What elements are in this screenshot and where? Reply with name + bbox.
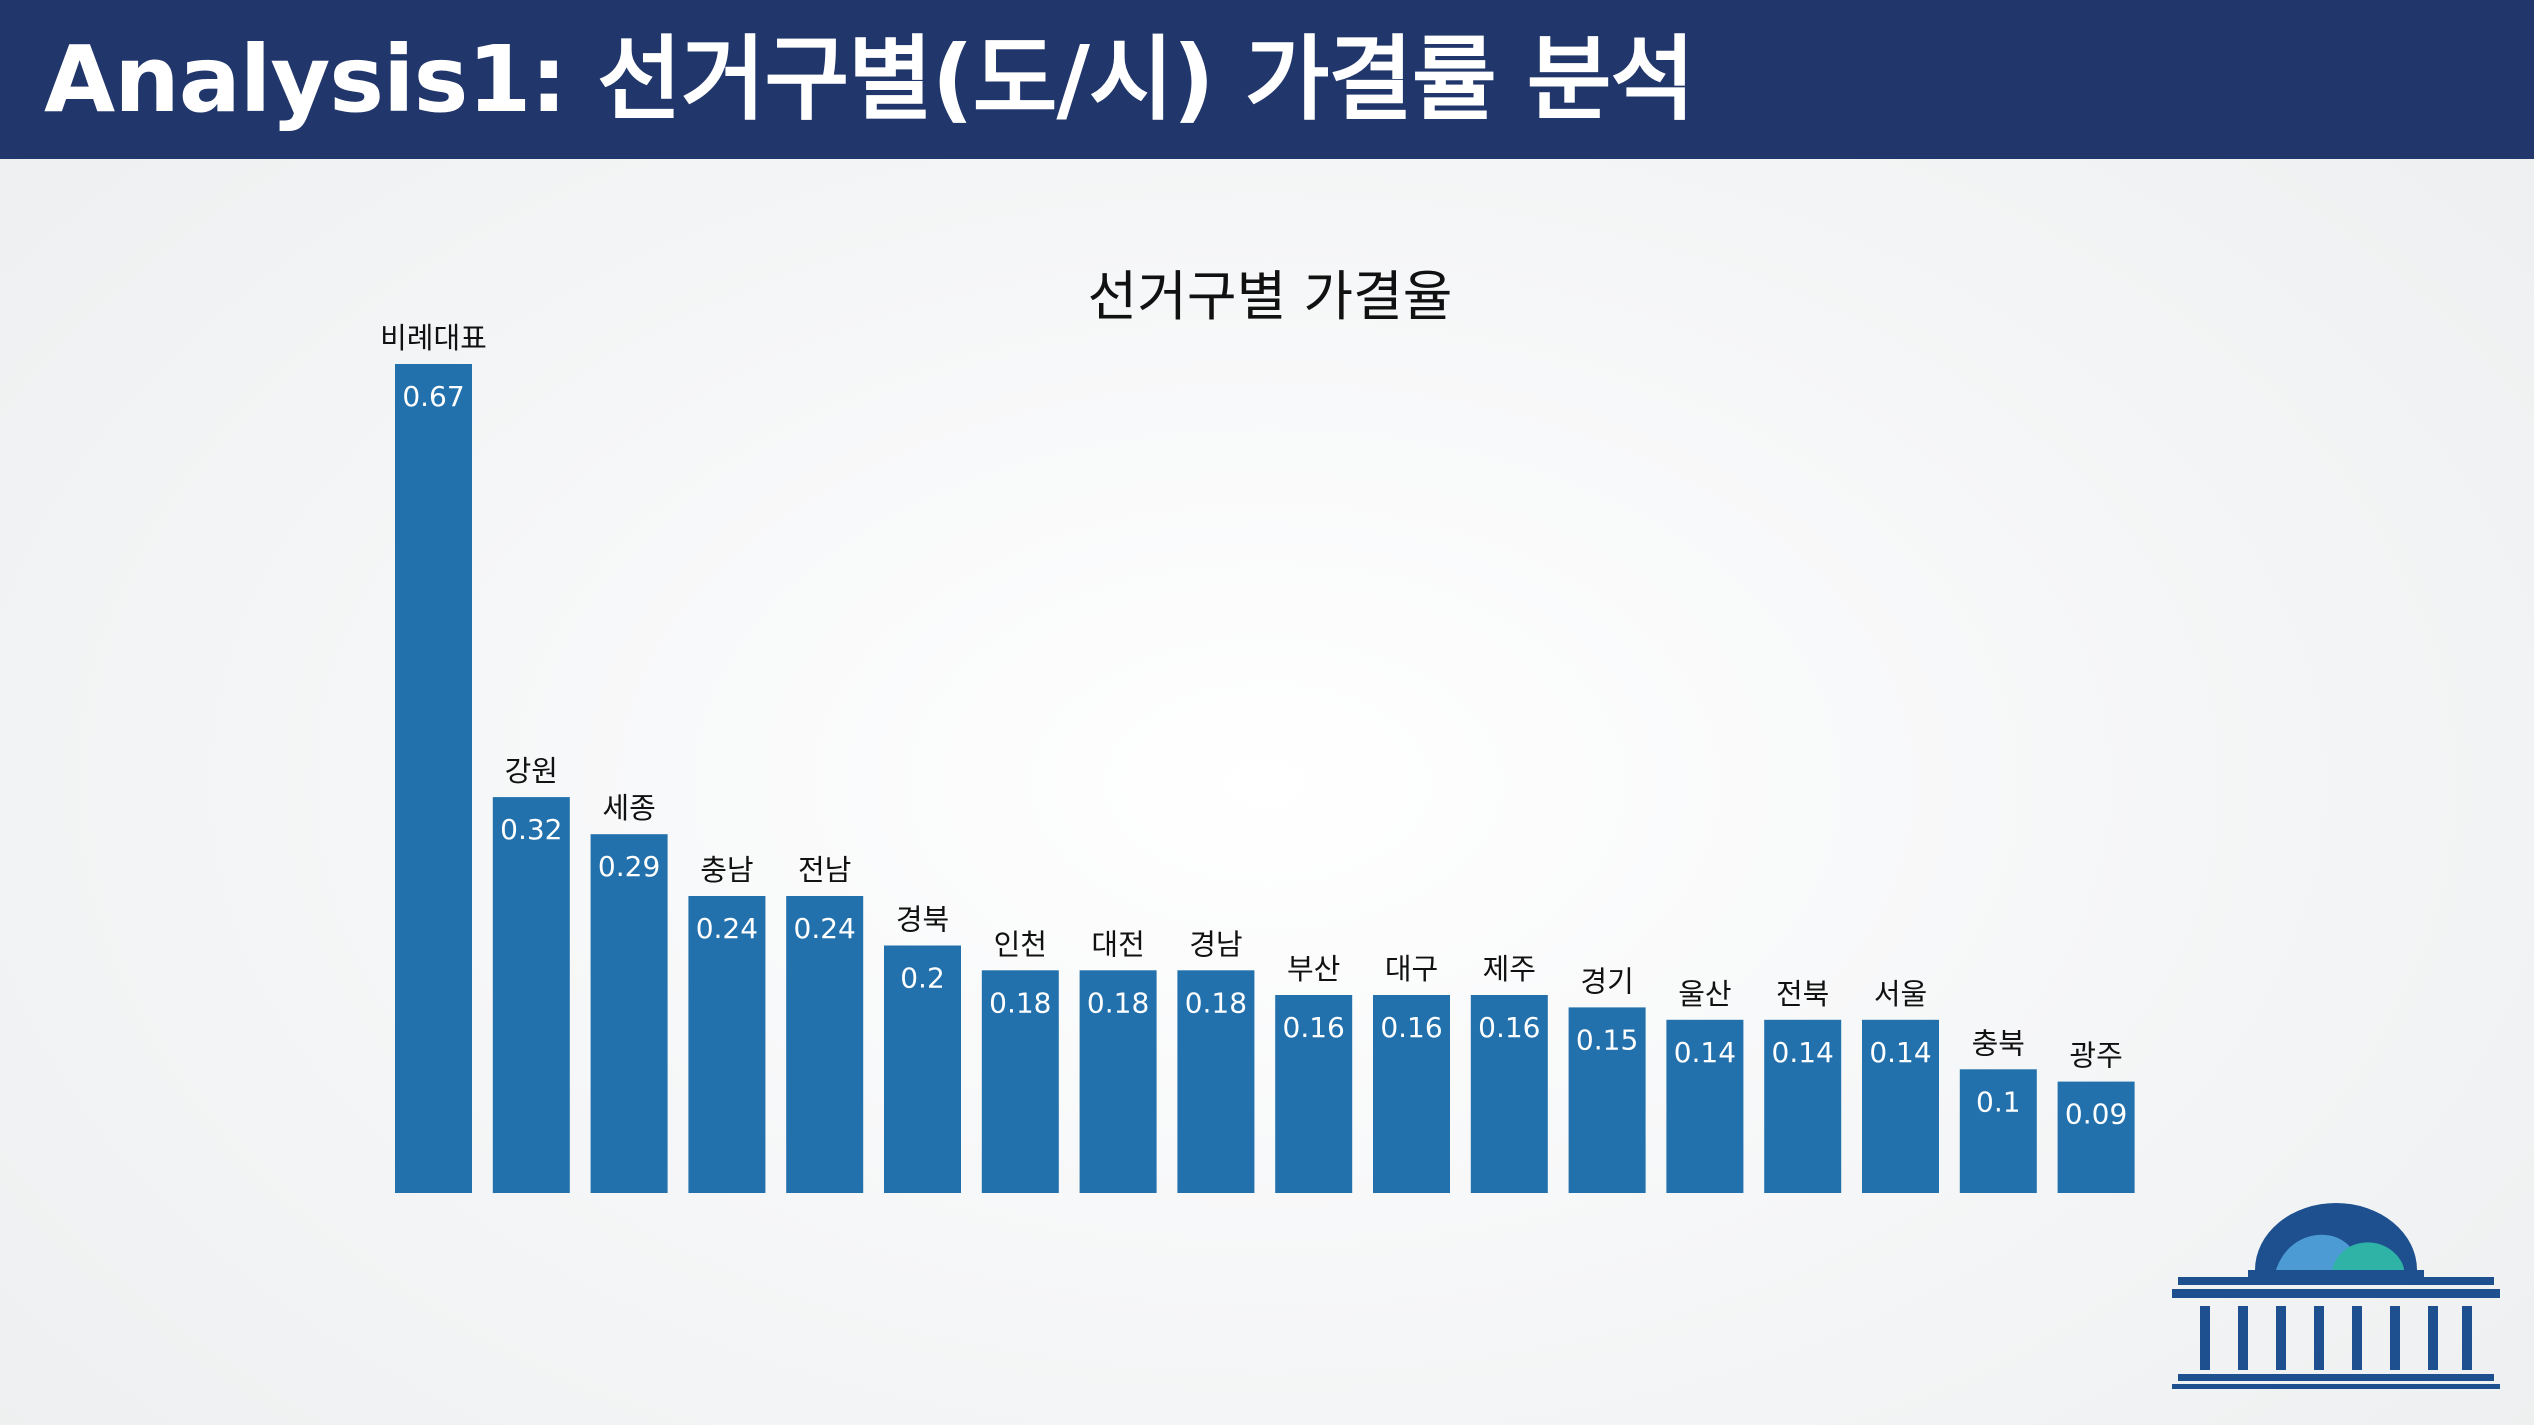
category-label: 경남 (1189, 927, 1242, 961)
bar-value-label: 0.67 (402, 380, 464, 413)
bar (1666, 1019, 1744, 1193)
category-label: 충남 (700, 853, 753, 887)
category-label: 경기 (1580, 964, 1633, 998)
bar (2057, 1081, 2135, 1193)
bar-value-label: 0.18 (1087, 986, 1149, 1019)
bar-value-label: 0.14 (1772, 1036, 1834, 1069)
bar-value-label: 0.18 (1185, 986, 1247, 1019)
bar-value-label: 0.16 (1283, 1011, 1345, 1044)
bar (884, 945, 961, 1193)
category-label: 부산 (1287, 952, 1340, 986)
bar-value-label: 0.24 (696, 912, 758, 945)
category-label: 전북 (1776, 977, 1829, 1011)
bar-value-label: 0.14 (1674, 1036, 1736, 1069)
bar-value-label: 0.16 (1478, 1011, 1540, 1044)
category-label: 충북 (1972, 1026, 2025, 1060)
bar-value-label: 0.14 (1869, 1036, 1931, 1069)
title-bar: Analysis1: 선거구별(도/시) 가결률 분석 (0, 0, 2534, 159)
bar-value-label: 0.16 (1380, 1011, 1442, 1044)
category-label: 인천 (994, 927, 1047, 961)
category-label: 경북 (896, 903, 949, 937)
bar-value-label: 0.32 (500, 813, 562, 846)
bar-value-label: 0.18 (989, 986, 1051, 1019)
category-label: 울산 (1678, 977, 1731, 1011)
bar (981, 970, 1059, 1193)
chart-title: 선거구별 가결율 (1087, 265, 1453, 328)
bar (786, 896, 864, 1193)
bar-value-label: 0.2 (900, 962, 945, 995)
bar (492, 797, 570, 1193)
bar (1275, 995, 1353, 1193)
category-label: 광주 (2069, 1039, 2122, 1073)
national-assembly-building-icon (2172, 1203, 2500, 1389)
category-label: 세종 (602, 791, 655, 825)
bar-value-label: 0.29 (598, 850, 660, 883)
bar-value-label: 0.24 (794, 912, 856, 945)
bar (1959, 1069, 2037, 1193)
bar-value-label: 0.1 (1976, 1085, 2021, 1118)
chart-title-wrap: 선거구별 가결율 (0, 252, 2534, 331)
category-label: 서울 (1874, 977, 1927, 1011)
bar (1862, 1019, 1939, 1193)
bar (395, 364, 472, 1193)
page-title: Analysis1: 선거구별(도/시) 가결률 분석 (44, 26, 1695, 133)
category-label: 대전 (1091, 927, 1144, 961)
category-label: 제주 (1483, 952, 1536, 986)
bar (1373, 995, 1450, 1193)
bar (1764, 1019, 1842, 1193)
bar (1079, 970, 1157, 1193)
bar (1568, 1007, 1646, 1193)
category-label: 전남 (798, 853, 851, 887)
category-label: 강원 (505, 754, 558, 788)
bar-value-label: 0.15 (1576, 1023, 1638, 1056)
category-label: 비례대표 (380, 321, 487, 355)
bar-value-label: 0.09 (2065, 1098, 2127, 1131)
category-label: 대구 (1385, 952, 1438, 986)
bar (590, 834, 668, 1193)
bar (1470, 995, 1548, 1193)
bar (1177, 970, 1255, 1193)
bar (688, 896, 766, 1193)
